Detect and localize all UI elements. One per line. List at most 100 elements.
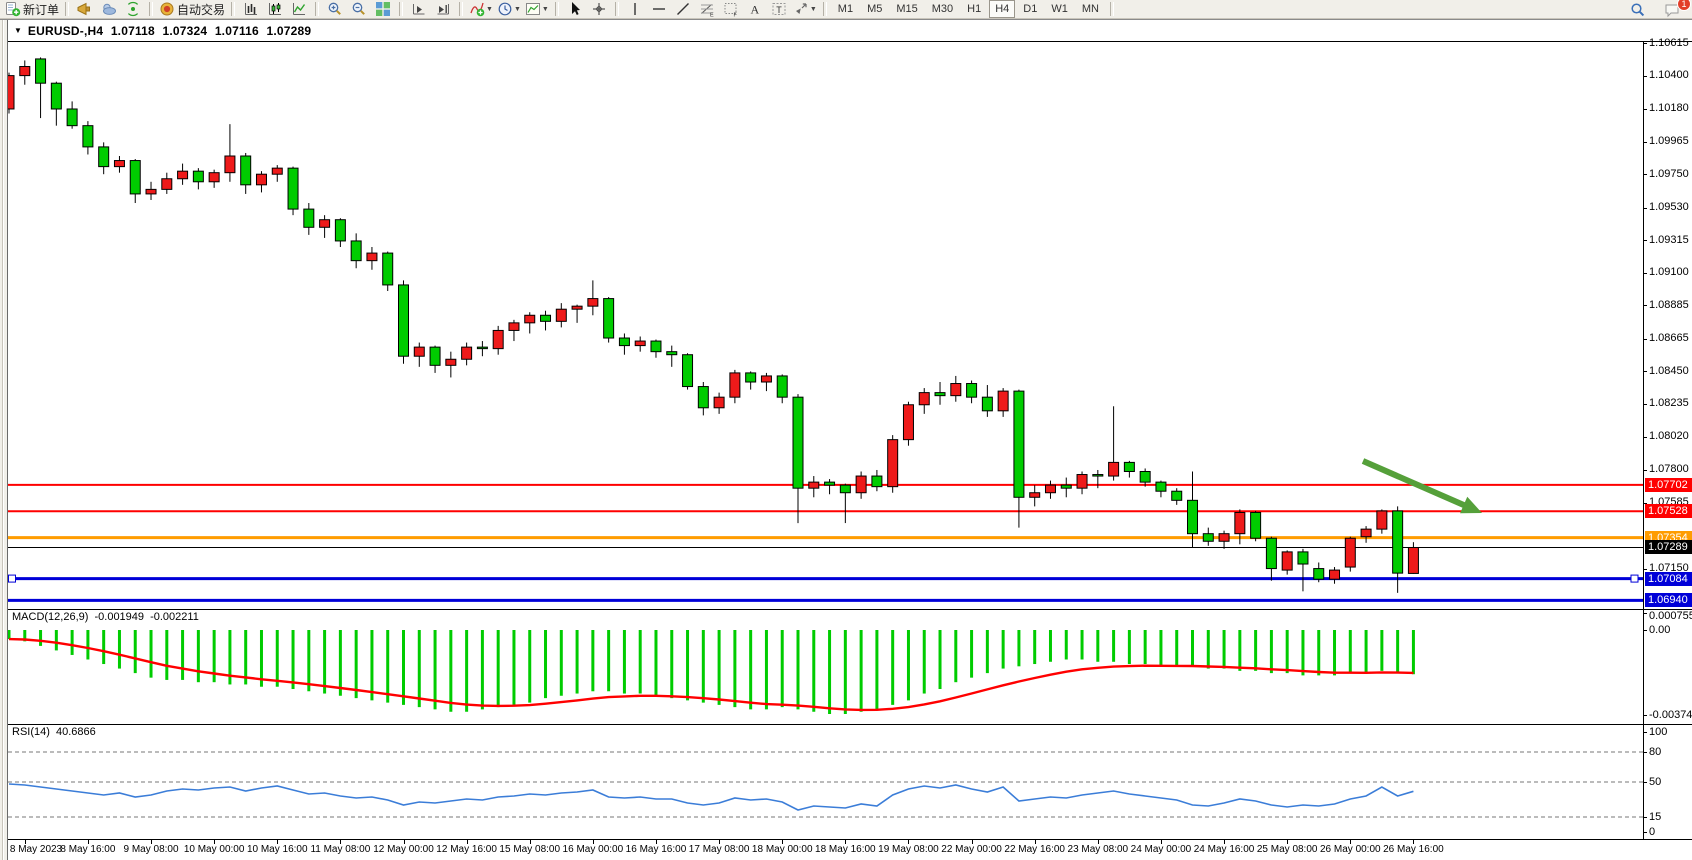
- candle-body: [224, 155, 236, 174]
- axis-tick: [1644, 272, 1647, 274]
- toolbar-separator: [554, 2, 559, 16]
- candle-body: [981, 396, 993, 412]
- tile-windows-button[interactable]: [371, 1, 395, 18]
- horizontal-line-button[interactable]: [647, 1, 671, 18]
- toolbar-groups: 新订单 自动交易 ▼ ▼ ▼ E F A T ▼: [3, 1, 819, 18]
- periods-button[interactable]: ▼: [495, 1, 523, 18]
- axis-tick: [1644, 240, 1647, 242]
- zoom-out-button[interactable]: [347, 1, 371, 18]
- grid-button[interactable]: F: [719, 1, 743, 18]
- axis-tick: [1644, 338, 1647, 340]
- cloud-button[interactable]: [97, 1, 121, 18]
- candle-body: [1250, 511, 1262, 539]
- macd-panel[interactable]: MACD(12,26,9) -0.001949 -0.002211 0.0007…: [8, 609, 1692, 724]
- timeframe-m15-button[interactable]: M15: [896, 3, 918, 15]
- price-chart-canvas[interactable]: [8, 42, 1643, 609]
- templates-button[interactable]: ▼: [523, 1, 551, 18]
- candle-body: [476, 346, 488, 350]
- time-label: 16 May 16:00: [625, 844, 687, 855]
- time-label: 18 May 16:00: [815, 844, 876, 855]
- candle-body: [571, 305, 583, 310]
- chevron-down-icon: ▼: [486, 5, 493, 13]
- timeframe-w1-button[interactable]: W1: [1051, 3, 1068, 15]
- text-label-button[interactable]: T: [767, 1, 791, 18]
- arrow-annotation-head[interactable]: [1460, 496, 1482, 514]
- chart-menu-icon[interactable]: ▼: [14, 26, 22, 35]
- auto-scroll-button[interactable]: [407, 1, 431, 18]
- axis-tick: [1644, 403, 1647, 405]
- trendline-button[interactable]: [671, 1, 695, 18]
- timeframe-m1-button[interactable]: M1: [837, 3, 854, 15]
- time-tick: [1097, 840, 1099, 844]
- candle-body: [429, 346, 441, 366]
- candle-body: [1171, 490, 1183, 501]
- notifications-icon[interactable]: 1: [1660, 0, 1691, 18]
- candle-body: [271, 167, 283, 175]
- rsi-panel[interactable]: RSI(14) 40.6866 100 80 50 15 0: [8, 724, 1692, 839]
- price-tick-label: 1.10615: [1649, 36, 1689, 49]
- bar-chart-button[interactable]: [239, 1, 263, 18]
- time-label: 26 May 16:00: [1383, 844, 1444, 855]
- time-label: 22 May 00:00: [941, 844, 1002, 855]
- toolbar-separator: [65, 2, 70, 16]
- candle-body: [1376, 510, 1388, 530]
- indicators-button[interactable]: ▼: [467, 1, 495, 18]
- candle-body: [524, 314, 536, 324]
- vertical-line-button[interactable]: [623, 1, 647, 18]
- candle-body: [1108, 461, 1120, 477]
- new-order-button[interactable]: 新订单: [3, 1, 61, 18]
- price-axis[interactable]: 1.10615 1.10400 1.10180 1.09965 1.09750 1.095…: [1643, 37, 1692, 609]
- arrow-annotation[interactable]: [1361, 458, 1471, 511]
- candle-body: [1281, 551, 1293, 571]
- search-icon[interactable]: [1626, 1, 1650, 18]
- macd-canvas[interactable]: [8, 610, 1643, 724]
- candle-body: [1407, 546, 1419, 574]
- horn-button[interactable]: [73, 1, 97, 18]
- arrows-button[interactable]: ▼: [791, 1, 819, 18]
- price-chart-panel[interactable]: 1.10615 1.10400 1.10180 1.09965 1.09750 1.095…: [8, 37, 1692, 609]
- main-toolbar: 新订单 自动交易 ▼ ▼ ▼ E F A T ▼ M1 M5 M15 M30 H1 H4 D1 W1 MN 1: [0, 0, 1692, 19]
- candle-body: [1155, 481, 1167, 492]
- zoom-in-button[interactable]: [323, 1, 347, 18]
- auto-trading-button[interactable]: 自动交易: [157, 1, 227, 18]
- candle-body: [603, 298, 615, 339]
- price-tick-label: 1.09100: [1649, 266, 1689, 279]
- axis-tick: [1644, 207, 1647, 209]
- level-handle[interactable]: [1630, 574, 1639, 583]
- timeframe-d1-button[interactable]: D1: [1023, 3, 1038, 15]
- signal-button[interactable]: [121, 1, 145, 18]
- macd-signal-line: [8, 637, 1414, 712]
- candle-body: [19, 66, 31, 77]
- chart-shift-button[interactable]: [431, 1, 455, 18]
- candle-body: [145, 188, 157, 195]
- fibonacci-button[interactable]: E: [695, 1, 719, 18]
- line-chart-button[interactable]: [287, 1, 311, 18]
- rsi-line: [8, 783, 1414, 811]
- rsi-canvas[interactable]: [8, 725, 1643, 839]
- crosshair-button[interactable]: [587, 1, 611, 18]
- timeframe-m5-button[interactable]: M5: [867, 3, 883, 15]
- time-label: 18 May 00:00: [751, 844, 813, 855]
- level-handle[interactable]: [8, 574, 16, 583]
- cursor-button[interactable]: [563, 1, 587, 18]
- candle-chart-button[interactable]: [263, 1, 287, 18]
- timeframe-mn-button[interactable]: MN: [1081, 3, 1099, 15]
- time-tick: [1350, 840, 1352, 844]
- price-tick-label: 1.09530: [1649, 201, 1689, 214]
- toolbar-separator: [149, 2, 154, 16]
- candle-body: [1139, 470, 1151, 483]
- time-tick: [1287, 840, 1289, 844]
- price-tick-label: 1.08885: [1649, 298, 1689, 311]
- candle-body: [555, 308, 567, 322]
- axis-tick: [1644, 612, 1647, 614]
- time-label: 11 May 08:00: [310, 844, 371, 855]
- timeframe-m30-button[interactable]: M30: [931, 3, 954, 15]
- macd-tick-label: -0.003746: [1649, 708, 1692, 721]
- timeframe-h1-button[interactable]: H1: [967, 3, 982, 15]
- text-button[interactable]: A: [743, 1, 767, 18]
- time-tick: [1160, 840, 1162, 844]
- timeframe-h4-button[interactable]: H4: [989, 0, 1016, 18]
- axis-tick: [1644, 75, 1647, 77]
- time-axis[interactable]: 8 May 2023 8 May 16:00 9 May 08:00 10 May 0…: [8, 839, 1692, 860]
